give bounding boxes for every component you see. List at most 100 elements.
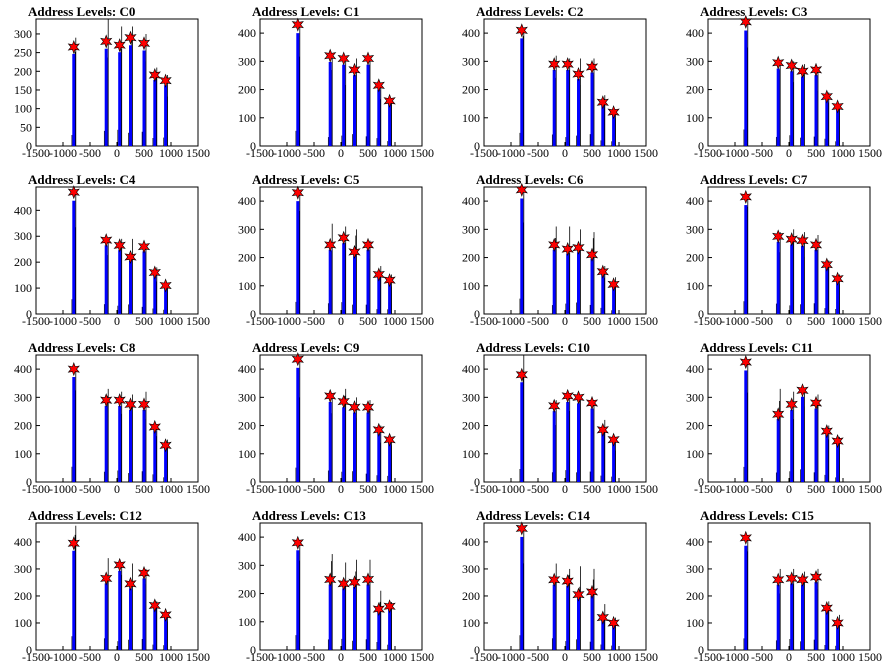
x-tick-label: 500 xyxy=(135,650,153,664)
x-tick-label: -1000 xyxy=(49,482,77,496)
peak-marker xyxy=(772,55,785,70)
histogram-bar xyxy=(129,409,132,482)
x-tick-label: 500 xyxy=(807,146,825,160)
x-tick-label: -500 xyxy=(527,482,549,496)
histogram-bar xyxy=(164,447,168,482)
y-tick-label: 400 xyxy=(686,26,704,40)
chart-panel-c1: Address Levels: C1 0 100 200 300 400 -1500 -100… xyxy=(224,0,448,168)
histogram-bar xyxy=(776,241,780,314)
histogram-bar xyxy=(552,584,556,650)
peak-marker xyxy=(796,233,809,248)
chart-title: Address Levels: C10 xyxy=(476,340,590,355)
histogram-bar xyxy=(566,69,570,146)
peak-marker xyxy=(337,576,350,591)
histogram-bar xyxy=(825,100,829,146)
y-tick-label: 0 xyxy=(698,475,704,489)
chart-title: Address Levels: C13 xyxy=(252,508,366,523)
peak-marker xyxy=(585,59,599,75)
peak-marker xyxy=(561,57,574,72)
peak-marker xyxy=(291,352,304,367)
histogram-bar xyxy=(825,268,829,314)
y-tick-label: 300 xyxy=(462,54,480,68)
peak-marker xyxy=(67,536,80,551)
histogram-bar xyxy=(353,256,356,314)
x-tick-label: -1000 xyxy=(497,146,525,160)
x-tick-label: 500 xyxy=(807,650,825,664)
histogram-bar xyxy=(129,588,132,650)
peak-marker xyxy=(124,249,137,265)
histogram-bar xyxy=(814,75,818,146)
histogram-bar xyxy=(590,408,594,482)
peak-marker xyxy=(372,602,385,617)
peak-marker xyxy=(785,232,798,247)
x-tick-label: -1500 xyxy=(22,650,50,664)
histogram-bar xyxy=(342,588,346,650)
peak-marker xyxy=(572,587,585,602)
peak-marker xyxy=(831,434,844,449)
x-tick-label: -1000 xyxy=(497,650,525,664)
peak-marker xyxy=(831,615,844,631)
x-tick-label: 1000 xyxy=(159,482,183,496)
peak-marker xyxy=(561,574,574,589)
x-tick-label: 1000 xyxy=(607,482,631,496)
peak-marker xyxy=(820,257,833,272)
chart-panel-c3: Address Levels: C3 0 100 200 300 400 -1500 -100… xyxy=(672,0,896,168)
peak-marker xyxy=(337,394,350,409)
x-tick-label: -1000 xyxy=(49,314,77,328)
histogram-bar xyxy=(353,75,356,146)
peak-marker xyxy=(607,432,620,447)
histogram-bar xyxy=(296,367,300,482)
x-tick-label: -1000 xyxy=(49,146,77,160)
peak-marker xyxy=(113,393,126,408)
chart-title: Address Levels: C2 xyxy=(476,4,584,19)
x-tick-label: 1000 xyxy=(159,314,183,328)
y-tick-label: 200 xyxy=(462,251,480,265)
x-tick-label: 500 xyxy=(135,314,153,328)
histogram-bar xyxy=(836,109,840,146)
x-tick-label: -500 xyxy=(303,146,325,160)
peak-marker xyxy=(607,277,620,292)
peak-marker xyxy=(572,240,585,255)
peak-marker xyxy=(548,57,561,72)
y-tick-label: 300 xyxy=(686,562,704,576)
y-tick-label: 200 xyxy=(14,589,32,603)
histogram-bar xyxy=(118,405,122,482)
chart-svg: 0 50 100 150 200 250 300 -1500 -1000 -500 0 500 1000… xyxy=(14,18,210,160)
plot-frame xyxy=(35,186,199,315)
x-tick-label: 0 xyxy=(562,482,568,496)
histogram-bar xyxy=(296,33,300,147)
chart-title: Address Levels: C9 xyxy=(252,340,360,355)
histogram-bar xyxy=(601,619,605,650)
x-tick-label: -1500 xyxy=(470,650,498,664)
histogram-bar xyxy=(72,200,76,314)
histogram-bar xyxy=(744,545,748,650)
y-tick-label: 0 xyxy=(26,139,32,153)
y-tick-label: 100 xyxy=(14,447,32,461)
histogram-bar xyxy=(164,617,168,650)
chart-panel-c15: Address Levels: C15 0 100 200 300 400 -1500 -10… xyxy=(672,504,896,672)
peak-marker xyxy=(113,38,126,53)
x-tick-label: 1500 xyxy=(186,650,210,664)
chart-panel-c10: Address Levels: C10 0 100 200 300 400 -1500 -10… xyxy=(448,336,672,504)
histogram-bar xyxy=(825,434,829,482)
peak-marker xyxy=(337,230,350,245)
histogram-bar xyxy=(801,584,804,650)
x-tick-label: 1500 xyxy=(634,146,658,160)
y-tick-label: 200 xyxy=(14,419,32,433)
peak-marker xyxy=(383,93,396,108)
histogram-bar xyxy=(388,282,392,314)
histogram-bar xyxy=(744,370,748,482)
y-tick-label: 100 xyxy=(14,616,32,630)
peak-marker xyxy=(820,89,833,104)
histogram-bar xyxy=(377,433,381,482)
chart-svg: 0 100 200 300 400 -1500 -1000 -500 0 500 1000 1500 xyxy=(686,14,882,160)
y-tick-label: 100 xyxy=(14,281,32,295)
x-tick-label: -1500 xyxy=(22,482,50,496)
x-tick-label: 0 xyxy=(562,650,568,664)
peak-marker xyxy=(337,51,350,66)
peak-marker xyxy=(739,354,752,370)
plot-frame xyxy=(707,18,871,147)
histogram-bar xyxy=(153,79,157,146)
peak-marker xyxy=(124,397,137,412)
histogram-bar xyxy=(142,50,146,147)
